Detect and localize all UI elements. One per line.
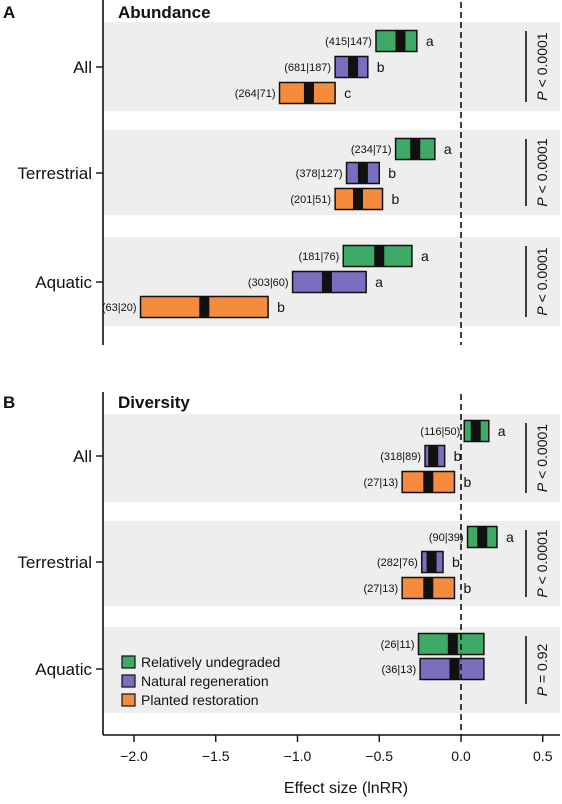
legend-swatch (121, 693, 136, 707)
significance-letter: a (498, 423, 506, 439)
p-value-text: < 0.0001 (534, 529, 550, 588)
p-value-text: < 0.0001 (534, 424, 550, 483)
sample-size-label: (378|127) (296, 168, 343, 180)
panel-title: Abundance (118, 3, 211, 22)
panel-letter: B (3, 393, 15, 412)
significance-letter: b (454, 448, 462, 464)
sample-size-label: (27|13) (363, 477, 398, 489)
sample-size-label: (26|11) (381, 639, 415, 651)
significance-letter: a (421, 248, 429, 264)
p-symbol: P (534, 197, 550, 207)
mean-marker (447, 633, 458, 655)
mean-marker (374, 245, 385, 267)
mean-marker (303, 82, 314, 104)
mean-marker (348, 56, 359, 78)
legend-swatch (121, 674, 136, 688)
significance-letter: b (277, 299, 285, 315)
mean-marker (477, 526, 488, 548)
group-label: Aquatic (35, 273, 92, 292)
p-value-label: P < 0.0001 (534, 424, 550, 492)
sample-size-label: (27|13) (363, 583, 398, 595)
significance-letter: b (463, 580, 471, 596)
significance-letter: a (375, 274, 383, 290)
x-tick-label: −1.5 (202, 748, 230, 764)
significance-letter: b (377, 59, 385, 75)
p-value-text: = 0.92 (534, 644, 550, 687)
significance-letter: a (506, 529, 514, 545)
mean-marker (426, 551, 437, 573)
legend-label: Natural regeneration (141, 673, 269, 689)
sample-size-label: (681|187) (284, 62, 331, 74)
group-label: Aquatic (35, 660, 92, 679)
group-label: All (73, 447, 92, 466)
mean-marker (321, 271, 332, 293)
sample-size-label: (63|20) (102, 302, 137, 314)
sample-size-label: (234|71) (351, 144, 392, 156)
mean-marker (395, 30, 406, 52)
x-axis-label: Effect size (lnRR) (284, 780, 408, 797)
group-label: All (73, 58, 92, 77)
mean-marker (428, 445, 439, 467)
sample-size-label: (36|13) (381, 664, 416, 676)
sample-size-label: (116|50) (420, 426, 460, 438)
p-symbol: P (534, 306, 550, 316)
p-value-text: < 0.0001 (534, 32, 550, 91)
mean-marker (449, 658, 460, 680)
sample-size-label: (201|51) (290, 194, 331, 206)
mean-marker (423, 577, 434, 599)
significance-letter: c (344, 85, 351, 101)
sample-size-label: (303|60) (248, 277, 289, 289)
p-value-label: P < 0.0001 (534, 138, 550, 206)
significance-letter: b (388, 165, 396, 181)
p-value-text: < 0.0001 (534, 138, 550, 197)
x-tick-label: 0.5 (533, 748, 553, 764)
significance-letter: b (392, 191, 400, 207)
panel-title: Diversity (118, 393, 190, 412)
group-label: Terrestrial (17, 553, 92, 572)
p-symbol: P (534, 588, 550, 598)
mean-marker (357, 162, 368, 184)
p-value-text: < 0.0001 (534, 247, 550, 306)
mean-marker (410, 138, 421, 160)
significance-letter: b (452, 554, 460, 570)
legend-swatch (121, 655, 136, 669)
sample-size-label: (90|39) (429, 532, 464, 544)
significance-letter: b (463, 474, 471, 490)
p-value-label: P = 0.92 (534, 644, 550, 697)
legend-label: Planted restoration (141, 692, 259, 708)
x-tick-label: −0.5 (365, 748, 393, 764)
mean-marker (470, 420, 481, 442)
group-band (104, 130, 560, 215)
sample-size-label: (282|76) (377, 557, 418, 569)
p-value-label: P < 0.0001 (534, 32, 550, 100)
p-symbol: P (534, 482, 550, 492)
p-value-label: P < 0.0001 (534, 247, 550, 315)
sample-size-label: (415|147) (325, 36, 372, 48)
mean-marker (423, 471, 434, 493)
mean-marker (352, 188, 363, 210)
x-tick-label: −1.0 (284, 748, 312, 764)
mean-marker (199, 296, 210, 318)
sample-size-label: (318|89) (380, 451, 421, 463)
p-symbol: P (534, 91, 550, 101)
group-label: Terrestrial (17, 164, 92, 183)
group-band (104, 414, 560, 502)
significance-letter: a (444, 141, 452, 157)
legend-label: Relatively undegraded (141, 654, 280, 670)
x-tick-label: 0.0 (451, 748, 471, 764)
p-symbol: P (534, 686, 550, 696)
sample-size-label: (181|76) (298, 251, 339, 263)
sample-size-label: (264|71) (235, 88, 276, 100)
panel-letter: A (3, 3, 15, 22)
significance-letter: a (426, 33, 434, 49)
x-tick-label: −2.0 (120, 748, 148, 764)
p-value-label: P < 0.0001 (534, 529, 550, 597)
